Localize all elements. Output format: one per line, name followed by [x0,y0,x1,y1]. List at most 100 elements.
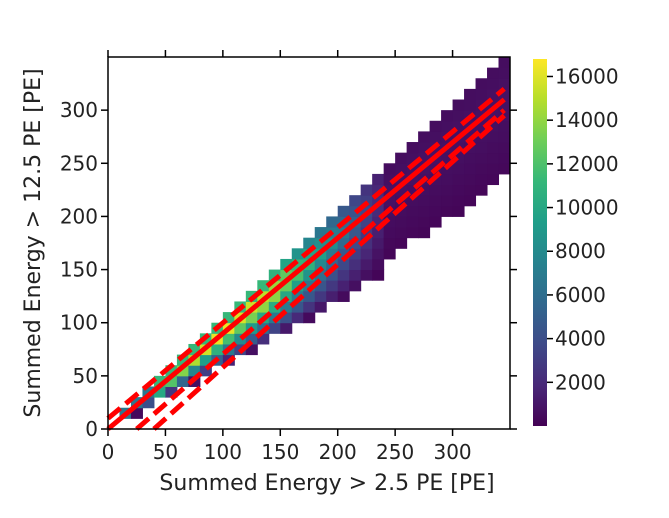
heatmap-cell [337,258,350,271]
heatmap-cell [475,163,488,175]
heatmap-cell [487,152,500,164]
heatmap-cell [498,57,511,69]
heatmap-cell [291,312,304,324]
heatmap-cell [337,269,350,281]
heatmap-cell [418,142,431,154]
colorbar-tick-label: 4000 [555,327,606,351]
heatmap-cell [395,205,408,217]
heatmap-cell [326,269,339,281]
heatmap-cell [395,184,408,196]
heatmap-cell [349,280,362,292]
heatmap-cell [487,163,500,175]
heatmap-cell [441,205,454,217]
heatmap-cell [360,269,373,281]
heatmap-cell [429,205,442,217]
heatmap-cell [257,280,270,292]
heatmap-cell [452,205,465,217]
heatmap-cell [395,173,408,186]
heatmap-cell [372,216,385,228]
heatmap-cell [464,173,477,186]
heatmap-cell [395,163,408,175]
heatmap-cell [245,343,258,356]
x-tick-label: 300 [433,440,471,464]
heatmap-cell [372,184,385,196]
heatmap-cell [199,354,212,366]
heatmap-cell [303,301,316,313]
heatmap-cell [487,110,500,122]
heatmap-cell [165,386,178,398]
heatmap-cell [498,152,511,164]
x-tick-label: 50 [153,440,178,464]
heatmap-cell [429,195,442,207]
heatmap-cell [475,88,488,101]
heatmap-cell [487,142,500,154]
heatmap-cell [291,290,304,302]
heatmap-cell [314,301,327,313]
heatmap-cell [406,205,419,217]
heatmap-cell [487,120,500,132]
heatmap-cell [165,375,178,387]
heatmap-cell [153,375,166,387]
heatmap-cell [429,184,442,196]
heatmap-cell [142,397,155,409]
heatmap-cell [395,227,408,239]
heatmap-cell [383,173,396,186]
x-axis: 0 50 100 150 200 250 300 [102,50,472,464]
heatmap-cell [337,205,350,217]
heatmap-cell [349,248,362,260]
heatmap-cell [280,258,293,271]
y-tick-label: 200 [60,204,98,228]
heatmap-cell [498,88,511,101]
heatmap-cell [498,120,511,132]
heatmap-cell [153,386,166,398]
heatmap-cell [487,99,500,111]
heatmap-cell [452,195,465,207]
heatmap-cell [176,365,189,377]
heatmap-cell [498,99,511,111]
heatmap-cell [441,110,454,122]
heatmap-cell [314,237,327,249]
x-tick-label: 150 [261,440,299,464]
heatmap-cell [395,216,408,228]
heatmap-cell [475,152,488,164]
heatmap-cell [372,227,385,239]
heatmap-cell [487,88,500,101]
heatmap-cell [314,290,327,302]
colorbar: 2000 4000 6000 8000 10000 12000 14000 16000 [533,59,619,426]
heatmap-cell [349,195,362,207]
heatmap-cell [268,280,281,292]
heatmap-cell [303,312,316,324]
heatmap-cell [360,248,373,260]
heatmap-cell [360,237,373,249]
heatmap-cell [406,227,419,239]
heatmap-cell [406,152,419,164]
plot-frame [107,56,511,430]
heatmap-cell [245,312,258,324]
heatmap-cell [498,163,511,175]
y-axis: 0 50 100 150 200 250 300 [60,98,517,441]
heatmap-cell [464,184,477,196]
heatmap-cell [498,78,511,90]
heatmap-cell [452,163,465,175]
heatmap-cell [211,343,224,356]
heatmap-cell [234,322,247,334]
heatmap-cell [188,343,201,356]
heatmap-cell [314,258,327,271]
heatmap-cell [349,269,362,281]
x-tick-label: 100 [204,440,242,464]
heatmap-cell [429,131,442,143]
heatmap-cell [441,152,454,164]
heatmap-cell [418,152,431,164]
heatmap-cell [234,333,247,345]
heatmap-cell [280,269,293,281]
colorbar-tick-label: 10000 [555,196,619,220]
heatmap-cell [464,163,477,175]
heatmap-cell [487,131,500,143]
heatmap-cell [268,290,281,302]
heatmap-cell [349,258,362,271]
heatmap-cell [314,280,327,292]
x-tick-label: 0 [102,440,115,464]
heatmap-cell [395,237,408,249]
heatmap-cell [383,248,396,260]
heatmap-cell [303,280,316,292]
